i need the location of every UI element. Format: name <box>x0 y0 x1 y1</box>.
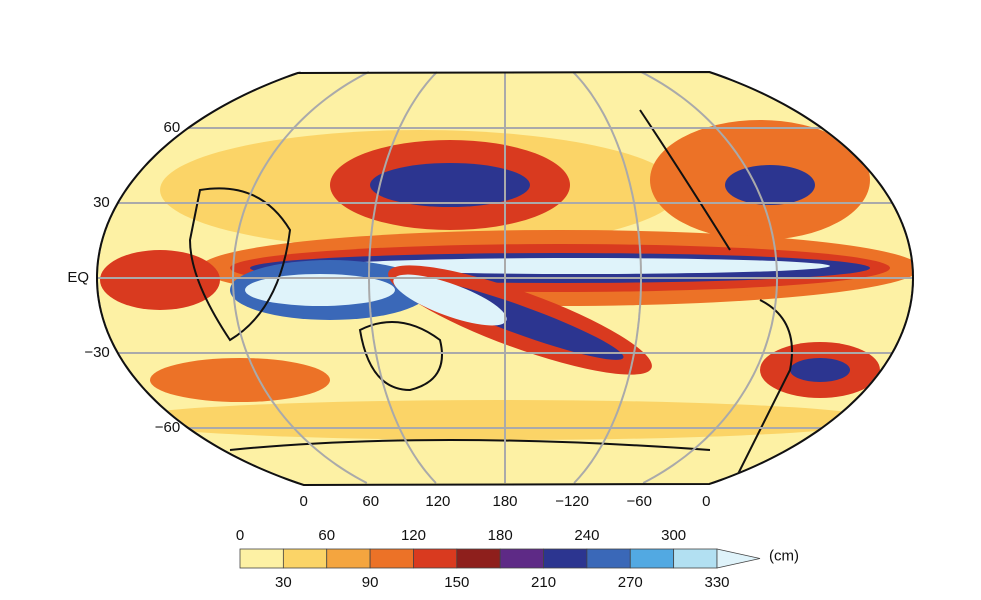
colorbar-box <box>369 548 414 569</box>
colorbar-unit: (cm) <box>769 547 799 564</box>
longitude-label: 120 <box>425 493 450 510</box>
colorbar-box <box>673 548 718 569</box>
colorbar-label: 120 <box>401 527 426 544</box>
axis-labels: 60 30 EQ −30 −60 0 60 120 180 −120 −60 0 <box>67 119 710 510</box>
colorbar-label: 300 <box>661 527 686 544</box>
meridian-line <box>232 71 370 484</box>
longitude-label: 0 <box>702 493 710 510</box>
colorbar-label: 270 <box>618 574 643 591</box>
latitude-label: 30 <box>93 194 110 211</box>
colorbar-label: 90 <box>362 574 379 591</box>
colorbar-label: 180 <box>488 527 513 544</box>
latitude-label: −30 <box>84 344 109 361</box>
meridian-line <box>368 71 438 484</box>
meridian-line <box>572 71 642 484</box>
latitude-label: −60 <box>155 419 180 436</box>
colorbar-box <box>282 548 328 569</box>
map-outline <box>96 70 914 487</box>
colorbar-label: 210 <box>531 574 556 591</box>
colorbar: 0 30 60 90 120 150 180 210 240 270 300 330 (cm) <box>236 527 799 591</box>
colorbar-label: 330 <box>704 574 729 591</box>
colorbar-box <box>499 548 544 569</box>
colorbar-extension <box>716 548 761 569</box>
colorbar-label: 240 <box>574 527 599 544</box>
colorbar-box <box>326 548 371 569</box>
colorbar-label: 0 <box>236 527 244 544</box>
colorbar-box <box>543 548 588 569</box>
colorbar-label: 60 <box>318 527 335 544</box>
longitude-label: 180 <box>492 493 517 510</box>
latitude-label: 60 <box>164 119 181 136</box>
colorbar-label: 150 <box>444 574 469 591</box>
colorbar-box <box>239 548 284 569</box>
longitude-label: 0 <box>299 493 307 510</box>
longitude-label: −60 <box>627 493 652 510</box>
colorbar-box <box>629 548 675 569</box>
colorbar-box <box>413 548 458 569</box>
latitude-label: EQ <box>67 269 89 286</box>
colorbar-box <box>586 548 631 569</box>
longitude-label: 60 <box>362 493 379 510</box>
longitude-label: −120 <box>555 493 589 510</box>
colorbar-box <box>456 548 501 569</box>
colorbar-label: 30 <box>275 574 292 591</box>
meridian-line <box>640 71 778 484</box>
